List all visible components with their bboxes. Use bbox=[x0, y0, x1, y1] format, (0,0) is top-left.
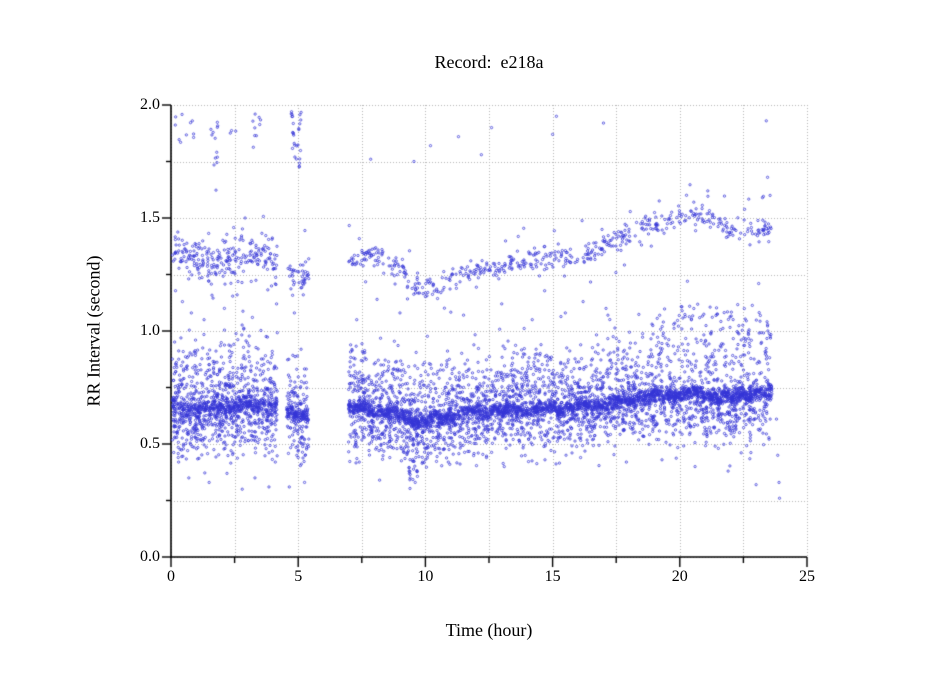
y-tick-label: 1.0 bbox=[140, 322, 160, 339]
chart-title: Record: e218a bbox=[434, 52, 544, 72]
x-tick-label: 20 bbox=[671, 568, 688, 585]
y-tick-label: 0.0 bbox=[140, 548, 160, 565]
x-tick-label: 10 bbox=[417, 568, 434, 585]
y-axis-title: RR Interval (second) bbox=[83, 255, 104, 407]
x-tick-label: 15 bbox=[544, 568, 561, 585]
x-tick-label: 5 bbox=[294, 568, 303, 585]
x-axis-title: Time (hour) bbox=[445, 620, 533, 640]
y-tick-label: 2.0 bbox=[140, 96, 160, 113]
x-tick-label: 25 bbox=[799, 568, 815, 585]
y-tick-label: 0.5 bbox=[140, 435, 160, 452]
y-tick-label: 1.5 bbox=[140, 209, 160, 226]
x-tick-label: 0 bbox=[167, 568, 175, 585]
